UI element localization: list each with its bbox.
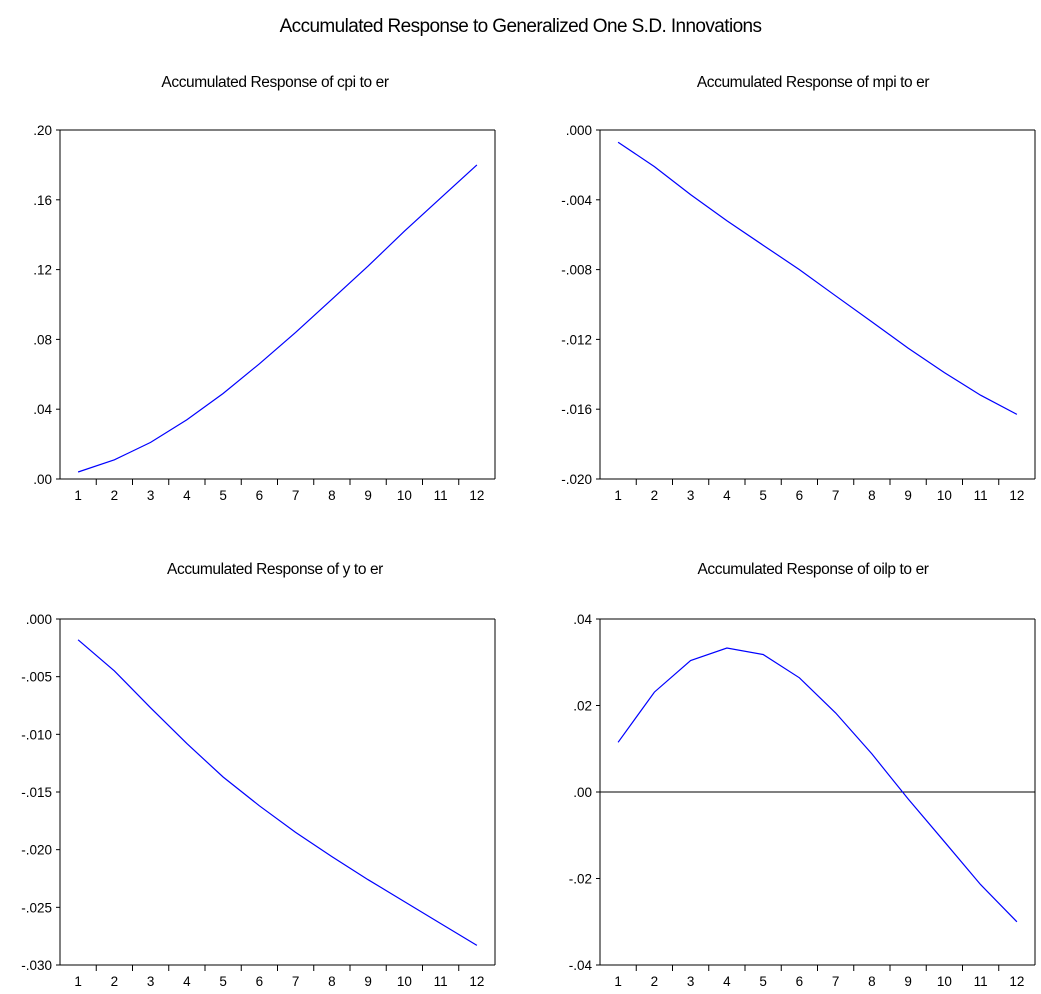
y-tick-label-mpi: -.012 — [561, 332, 592, 347]
response-line-cpi — [77, 164, 478, 473]
y-tick-label-mpi: -.020 — [561, 472, 592, 487]
x-tick-label-mpi: 8 — [868, 488, 876, 503]
x-tick-label-mpi: 2 — [651, 488, 659, 503]
x-tick-label-y: 11 — [434, 974, 448, 989]
response-line-mpi — [617, 141, 1018, 415]
x-tick-label-oilp: 3 — [687, 974, 695, 989]
x-tick-label-mpi: 4 — [723, 488, 731, 503]
x-tick-label-y: 12 — [469, 974, 484, 989]
x-tick-label-oilp: 7 — [832, 974, 840, 989]
panel-title-oilp: Accumulated Response of oilp to er — [697, 561, 929, 578]
y-tick-label-mpi: -.008 — [561, 263, 592, 278]
x-tick-label-mpi: 11 — [974, 488, 988, 503]
y-tick-label-oilp: .02 — [573, 699, 592, 714]
x-tick-label-oilp: 4 — [723, 974, 731, 989]
y-tick-label-oilp: .00 — [573, 785, 592, 800]
y-tick-label-mpi: .000 — [566, 123, 592, 138]
y-tick-label-mpi: -.016 — [561, 402, 592, 417]
panel-title-cpi: Accumulated Response of cpi to er — [161, 74, 389, 91]
x-tick-label-oilp: 1 — [614, 974, 622, 989]
x-tick-label-y: 7 — [292, 974, 300, 989]
x-tick-label-cpi: 1 — [74, 488, 82, 503]
x-tick-label-y: 5 — [219, 974, 227, 989]
x-tick-label-cpi: 10 — [397, 488, 412, 503]
x-tick-label-oilp: 12 — [1009, 974, 1024, 989]
x-tick-label-cpi: 12 — [469, 488, 484, 503]
x-tick-label-oilp: 8 — [868, 974, 876, 989]
x-tick-label-y: 9 — [364, 974, 372, 989]
y-tick-label-cpi: .20 — [33, 123, 52, 138]
y-tick-label-cpi: .16 — [33, 193, 52, 208]
x-tick-label-y: 4 — [183, 974, 191, 989]
y-tick-label-cpi: .08 — [33, 332, 52, 347]
x-tick-label-cpi: 3 — [147, 488, 155, 503]
x-tick-label-cpi: 7 — [292, 488, 300, 503]
y-tick-label-cpi: .00 — [33, 472, 52, 487]
x-tick-label-mpi: 1 — [614, 488, 622, 503]
y-tick-label-y: .000 — [26, 612, 52, 627]
y-tick-label-cpi: .12 — [33, 263, 52, 278]
x-tick-label-mpi: 12 — [1009, 488, 1024, 503]
y-tick-label-oilp: -.04 — [569, 958, 593, 973]
x-tick-label-oilp: 9 — [904, 974, 912, 989]
x-tick-label-oilp: 2 — [651, 974, 659, 989]
x-tick-label-cpi: 2 — [111, 488, 119, 503]
x-tick-label-y: 8 — [328, 974, 336, 989]
x-tick-label-y: 10 — [397, 974, 412, 989]
figure-title: Accumulated Response to Generalized One … — [279, 16, 762, 37]
x-tick-label-mpi: 9 — [904, 488, 912, 503]
x-tick-label-y: 3 — [147, 974, 155, 989]
x-tick-label-mpi: 10 — [937, 488, 952, 503]
y-tick-label-y: -.005 — [21, 670, 52, 685]
response-line-oilp — [617, 647, 1018, 923]
x-tick-label-oilp: 5 — [759, 974, 767, 989]
y-tick-label-y: -.030 — [21, 958, 52, 973]
y-tick-label-oilp: .04 — [573, 612, 592, 627]
x-tick-label-cpi: 6 — [256, 488, 264, 503]
x-tick-label-oilp: 11 — [974, 974, 988, 989]
x-tick-label-mpi: 7 — [832, 488, 840, 503]
y-tick-label-y: -.010 — [21, 727, 52, 742]
x-tick-label-mpi: 3 — [687, 488, 695, 503]
y-tick-label-cpi: .04 — [33, 402, 52, 417]
y-tick-label-oilp: -.02 — [569, 872, 592, 887]
x-tick-label-oilp: 10 — [937, 974, 952, 989]
panel-title-mpi: Accumulated Response of mpi to er — [696, 74, 930, 91]
x-tick-label-y: 1 — [74, 974, 82, 989]
y-tick-label-y: -.015 — [21, 785, 52, 800]
x-tick-label-cpi: 11 — [434, 488, 448, 503]
panel-title-y: Accumulated Response of y to er — [167, 561, 383, 578]
y-tick-label-y: -.025 — [21, 900, 52, 915]
x-tick-label-cpi: 4 — [183, 488, 191, 503]
response-line-y — [77, 639, 478, 946]
x-tick-label-mpi: 6 — [796, 488, 804, 503]
x-tick-label-y: 6 — [256, 974, 264, 989]
y-tick-label-mpi: -.004 — [561, 193, 592, 208]
y-tick-label-y: -.020 — [21, 843, 52, 858]
x-tick-label-mpi: 5 — [759, 488, 767, 503]
x-tick-label-cpi: 5 — [219, 488, 227, 503]
x-tick-label-cpi: 8 — [328, 488, 336, 503]
x-tick-label-oilp: 6 — [796, 974, 804, 989]
x-tick-label-y: 2 — [111, 974, 119, 989]
x-tick-label-cpi: 9 — [364, 488, 372, 503]
